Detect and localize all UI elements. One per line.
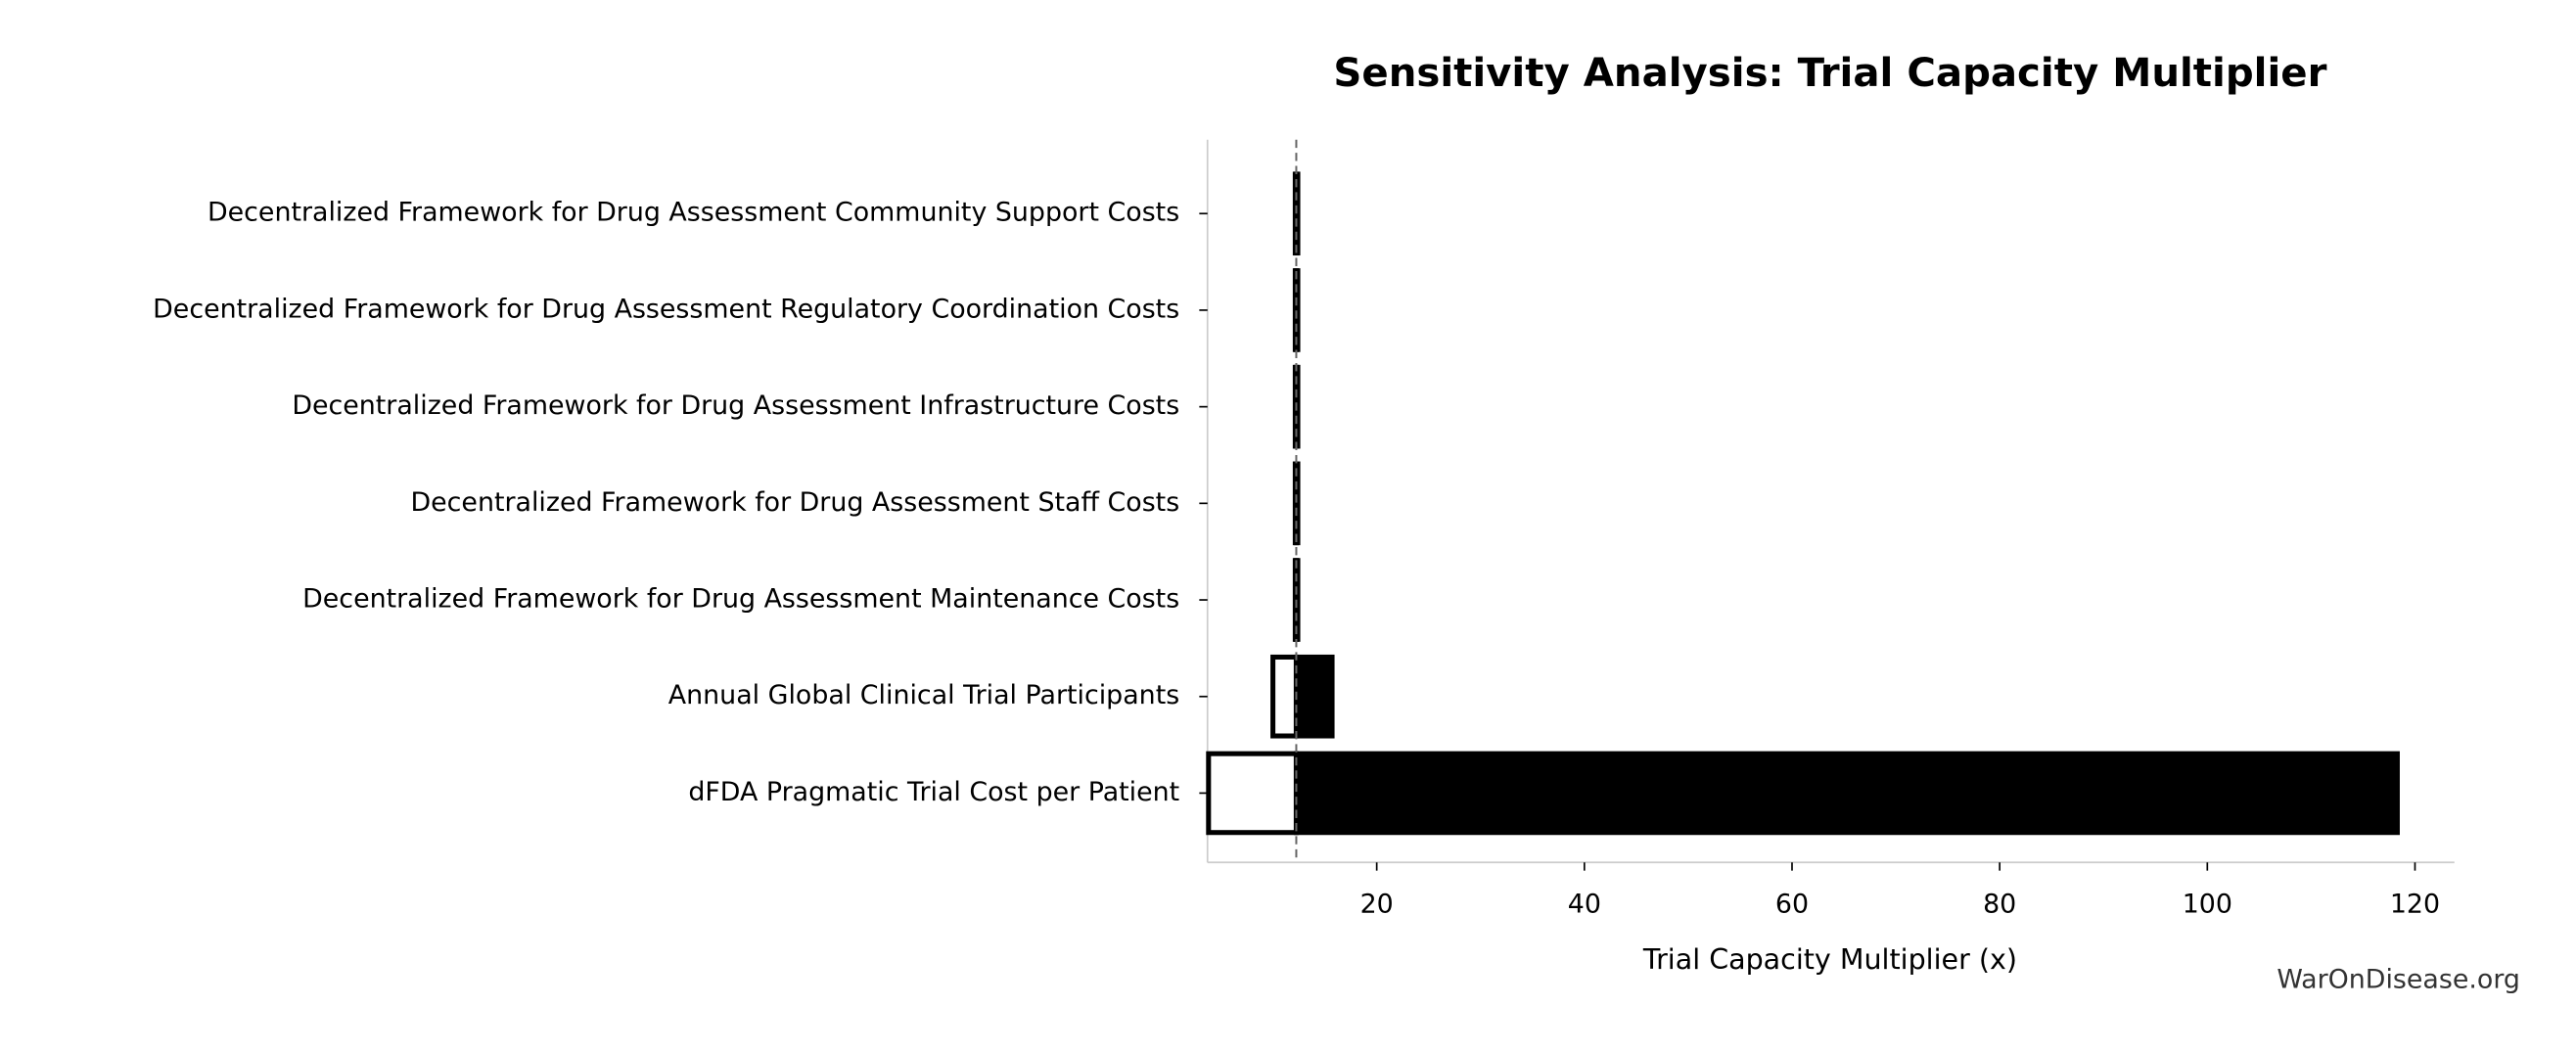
y-tick-label: Decentralized Framework for Drug Assessm…: [153, 294, 1179, 324]
y-tick-label: dFDA Pragmatic Trial Cost per Patient: [688, 777, 1179, 807]
chart-title: Sensitivity Analysis: Trial Capacity Mul…: [1333, 51, 2326, 96]
watermark: WarOnDisease.org: [2277, 965, 2520, 995]
y-tick-label: Decentralized Framework for Drug Assessm…: [292, 390, 1179, 421]
y-tick-label: Decentralized Framework for Drug Assessm…: [302, 584, 1179, 615]
x-tick-label: 100: [2183, 889, 2232, 919]
x-tick-label: 80: [1983, 889, 2016, 919]
high-bar: [1293, 461, 1301, 546]
high-bar: [1293, 751, 2400, 836]
y-tick-label: Decentralized Framework for Drug Assessm…: [207, 198, 1179, 228]
y-tick-label: Annual Global Clinical Trial Participant…: [668, 680, 1179, 710]
low-bar: [1206, 751, 1299, 836]
x-tick-label: 40: [1568, 889, 1601, 919]
high-bar: [1293, 268, 1301, 352]
high-bar: [1293, 654, 1335, 739]
x-tick-label: 120: [2390, 889, 2440, 919]
low-bar: [1270, 654, 1299, 739]
x-axis-label: Trial Capacity Multiplier (x): [1642, 943, 2017, 976]
y-tick-label: Decentralized Framework for Drug Assessm…: [410, 487, 1179, 518]
x-tick-label: 60: [1775, 889, 1809, 919]
x-tick-label: 20: [1360, 889, 1394, 919]
